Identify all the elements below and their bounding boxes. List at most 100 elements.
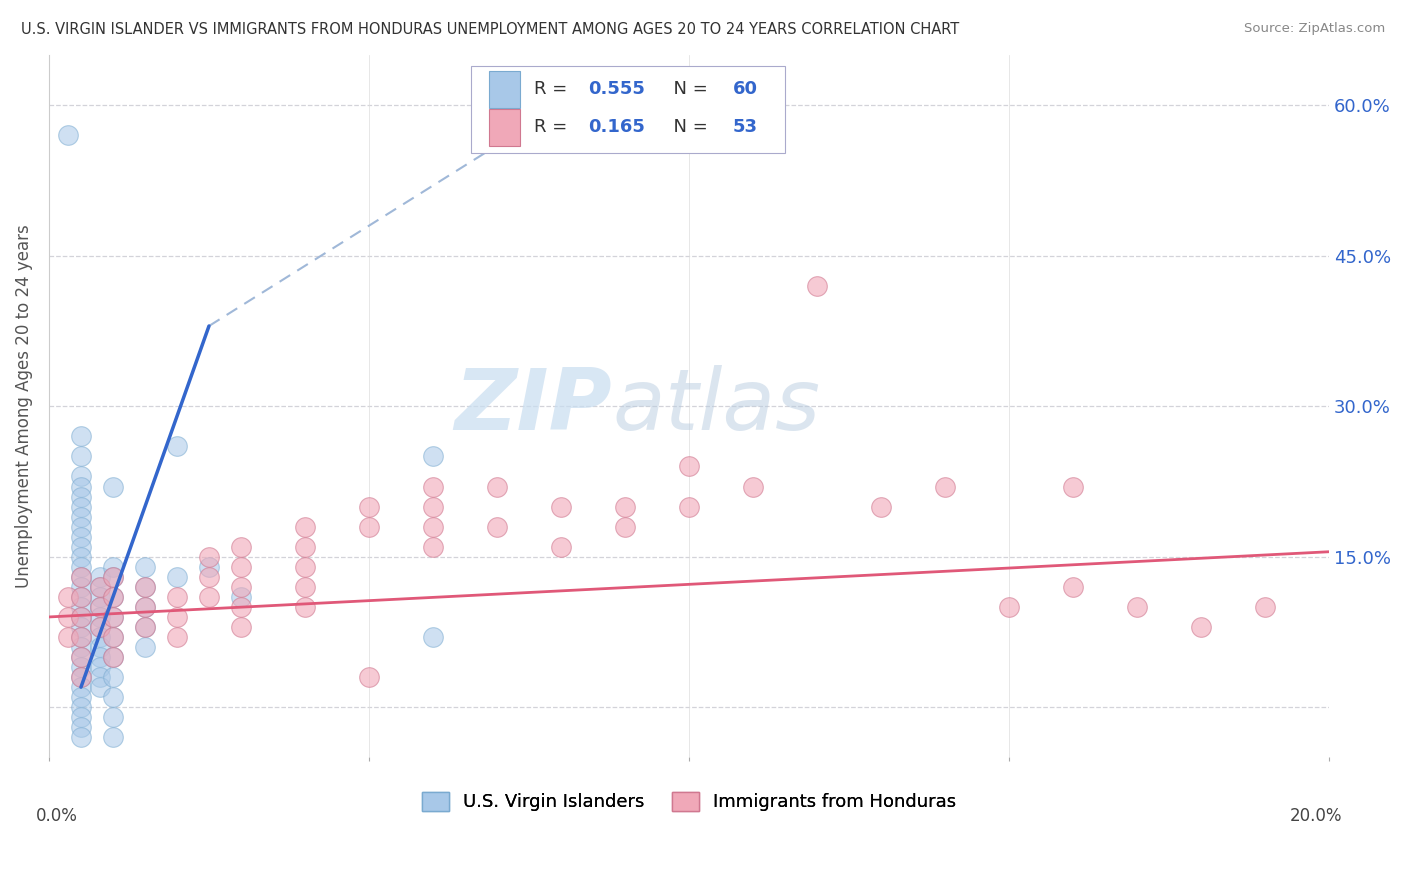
Point: [70, 479, 93, 493]
Point: [70, 549, 93, 564]
Point: [229, 559, 252, 574]
Point: [998, 599, 1021, 614]
Point: [101, 731, 124, 745]
Point: [70, 630, 93, 644]
Point: [550, 540, 572, 554]
Point: [101, 670, 124, 684]
Point: [294, 580, 316, 594]
Point: [134, 580, 156, 594]
Legend: U.S. Virgin Islanders, Immigrants from Honduras: U.S. Virgin Islanders, Immigrants from H…: [415, 785, 963, 819]
Point: [70, 570, 93, 584]
Text: R =: R =: [534, 80, 574, 98]
Point: [198, 570, 221, 584]
Point: [70, 700, 93, 714]
Point: [70, 680, 93, 694]
Point: [1062, 580, 1084, 594]
Point: [229, 590, 252, 604]
Point: [229, 620, 252, 634]
Point: [101, 559, 124, 574]
Text: 20.0%: 20.0%: [1289, 806, 1341, 824]
Point: [70, 590, 93, 604]
Text: 0.555: 0.555: [588, 80, 645, 98]
Point: [89, 620, 111, 634]
Point: [198, 549, 221, 564]
Point: [166, 439, 188, 453]
Point: [934, 479, 956, 493]
Point: [422, 519, 444, 533]
Point: [101, 710, 124, 724]
Point: [422, 450, 444, 464]
Point: [70, 540, 93, 554]
Point: [357, 670, 380, 684]
Point: [1254, 599, 1277, 614]
Point: [422, 479, 444, 493]
Point: [134, 620, 156, 634]
Point: [70, 450, 93, 464]
Point: [89, 580, 111, 594]
Point: [70, 610, 93, 624]
Point: [198, 590, 221, 604]
Point: [1189, 620, 1212, 634]
Point: [166, 590, 188, 604]
Point: [294, 519, 316, 533]
Point: [1062, 479, 1084, 493]
Point: [166, 570, 188, 584]
FancyBboxPatch shape: [489, 71, 520, 108]
Point: [89, 660, 111, 674]
Point: [70, 720, 93, 734]
Point: [101, 610, 124, 624]
Point: [70, 670, 93, 684]
Point: [485, 479, 508, 493]
Point: [70, 640, 93, 654]
Point: [56, 590, 79, 604]
Point: [806, 278, 828, 293]
Point: [70, 509, 93, 524]
Point: [101, 690, 124, 705]
Point: [70, 530, 93, 544]
Text: 0.0%: 0.0%: [37, 806, 79, 824]
Point: [357, 500, 380, 514]
Point: [678, 500, 700, 514]
Point: [56, 128, 79, 143]
Point: [70, 670, 93, 684]
Point: [89, 620, 111, 634]
Point: [89, 670, 111, 684]
Point: [70, 690, 93, 705]
Point: [1126, 599, 1149, 614]
Point: [166, 610, 188, 624]
Point: [70, 660, 93, 674]
Point: [550, 500, 572, 514]
Text: N =: N =: [662, 80, 714, 98]
Point: [89, 640, 111, 654]
Point: [70, 519, 93, 533]
Point: [134, 580, 156, 594]
Point: [134, 620, 156, 634]
Text: U.S. VIRGIN ISLANDER VS IMMIGRANTS FROM HONDURAS UNEMPLOYMENT AMONG AGES 20 TO 2: U.S. VIRGIN ISLANDER VS IMMIGRANTS FROM …: [21, 22, 959, 37]
Point: [134, 640, 156, 654]
Point: [422, 630, 444, 644]
Point: [101, 590, 124, 604]
Point: [614, 519, 637, 533]
Point: [70, 710, 93, 724]
Point: [70, 490, 93, 504]
Point: [294, 540, 316, 554]
Point: [294, 559, 316, 574]
Point: [678, 459, 700, 474]
Point: [70, 580, 93, 594]
Point: [70, 731, 93, 745]
Point: [70, 590, 93, 604]
Point: [229, 540, 252, 554]
Text: N =: N =: [662, 119, 714, 136]
Point: [101, 570, 124, 584]
Text: ZIP: ZIP: [454, 365, 612, 448]
Text: 53: 53: [733, 119, 758, 136]
FancyBboxPatch shape: [489, 109, 520, 145]
Point: [89, 650, 111, 665]
Point: [357, 519, 380, 533]
Point: [870, 500, 893, 514]
Point: [134, 599, 156, 614]
Point: [70, 610, 93, 624]
Point: [89, 610, 111, 624]
Point: [101, 610, 124, 624]
Point: [166, 630, 188, 644]
